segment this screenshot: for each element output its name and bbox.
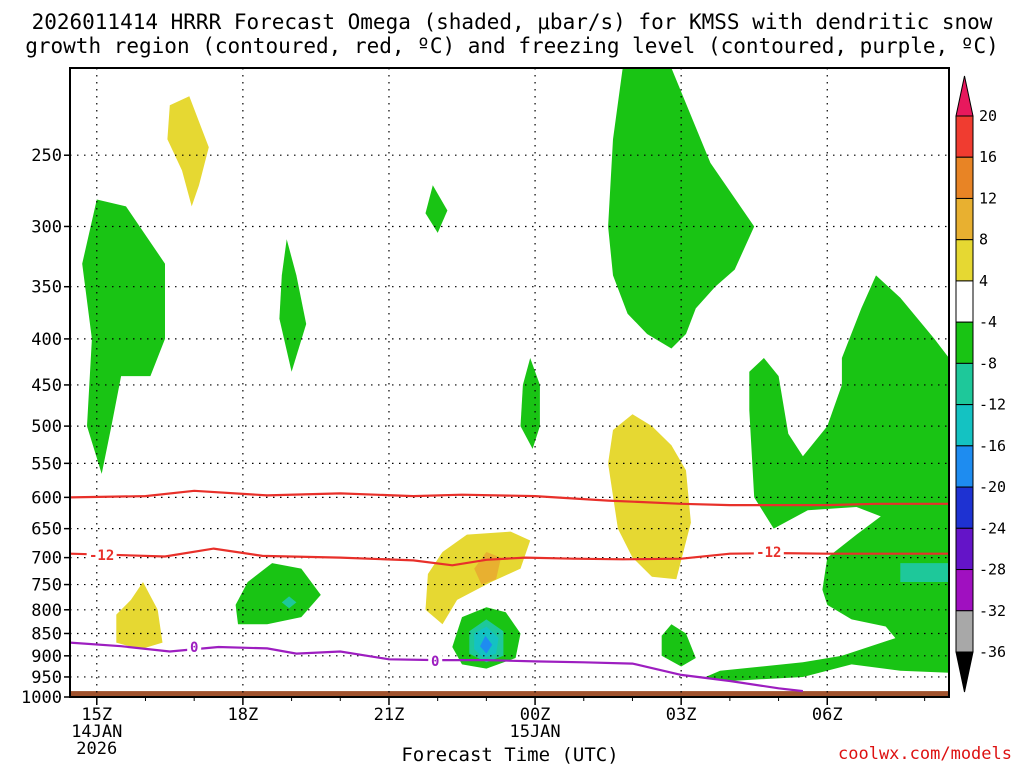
y-tick-label: 600 xyxy=(31,488,62,508)
colorbar-label: -24 xyxy=(979,519,1006,537)
colorbar: 20 16 12 8 4 -4 -8 -12 -16 -20 -24 -28 -32 -36 xyxy=(955,75,1006,693)
contour-label-freezing-level: 0 xyxy=(190,640,198,656)
x-axis-label: Forecast Time (UTC) xyxy=(401,744,619,766)
contour-dgz-minus-10 xyxy=(70,489,949,507)
colorbar-label: 8 xyxy=(979,231,988,249)
shade-green-d xyxy=(520,358,540,449)
shade-green-f xyxy=(705,275,949,681)
contour-label-bg xyxy=(187,639,202,655)
colorbar-box xyxy=(955,404,974,447)
shade-green-c xyxy=(425,185,448,233)
colorbar-box xyxy=(955,115,974,158)
colorbar-bottom-arrow xyxy=(955,651,974,693)
contour-label-dgz-minus-12: -12 xyxy=(756,545,781,561)
shade-teal-g xyxy=(281,596,297,609)
y-tick-label: 250 xyxy=(31,146,62,166)
plot-frame xyxy=(69,67,950,698)
shade-green-g xyxy=(235,563,321,625)
colorbar-label: -12 xyxy=(979,396,1006,414)
x-tick-date: 14JAN xyxy=(71,722,122,742)
x-tick-year: 2026 xyxy=(76,739,117,759)
colorbar-box xyxy=(955,486,974,529)
shade-blue-h xyxy=(480,635,493,654)
y-tick-label: 300 xyxy=(31,217,62,237)
x-tick-label: 00Z xyxy=(520,705,551,725)
credit-text: coolwx.com/models xyxy=(838,744,1012,764)
colorbar-label: -16 xyxy=(979,437,1006,455)
x-tick-label: 06Z xyxy=(812,705,843,725)
colorbar-label: -20 xyxy=(979,478,1006,496)
colorbar-label: -28 xyxy=(979,561,1006,579)
colorbar-label: 16 xyxy=(979,148,997,166)
contour-label-bg xyxy=(428,652,443,668)
colorbar-top-arrow xyxy=(955,75,974,117)
x-tick-date: 15JAN xyxy=(509,722,560,742)
shade-yellow-c xyxy=(425,531,531,625)
colorbar-box xyxy=(955,569,974,612)
omega-shading xyxy=(82,68,949,681)
colorbar-box xyxy=(955,280,974,323)
colorbar-box xyxy=(955,197,974,241)
y-tick-label: 550 xyxy=(31,454,62,474)
shade-yellow-a xyxy=(167,96,209,207)
contour-label-bg xyxy=(753,543,784,559)
colorbar-label: 12 xyxy=(979,189,997,207)
colorbar-box xyxy=(955,239,974,282)
y-tick-label: 500 xyxy=(31,417,62,437)
y-tick-label: 750 xyxy=(31,576,62,596)
contour-dgz-minus-12 xyxy=(70,547,949,567)
colorbar-box xyxy=(955,321,974,364)
ground-surface xyxy=(70,691,949,697)
colorbar-box xyxy=(955,362,974,406)
y-tick-label: 400 xyxy=(31,330,62,350)
x-tick-label: 18Z xyxy=(228,705,259,725)
colorbar-box xyxy=(955,610,974,653)
y-tick-label: 700 xyxy=(31,549,62,569)
colorbar-label: -8 xyxy=(979,354,997,372)
y-tick-label: 1000 xyxy=(21,688,62,708)
x-tick-label: 03Z xyxy=(666,705,697,725)
x-tick-label: 21Z xyxy=(374,705,405,725)
y-tick-label: 800 xyxy=(31,601,62,621)
contour-label-freezing-level: 0 xyxy=(431,654,439,670)
shade-yellow-b xyxy=(608,414,691,580)
colorbar-label: 4 xyxy=(979,272,988,290)
shade-yellow-d xyxy=(116,582,163,650)
contour-label-bg xyxy=(86,546,117,562)
contour-label-dgz-minus-12: -12 xyxy=(89,548,114,564)
y-axis: 250 300 350 400 450 500 550 600 650 700 750 800 850 9… xyxy=(21,146,70,708)
colorbar-box xyxy=(955,527,974,571)
y-tick-label: 450 xyxy=(31,376,62,396)
x-tick-label: 15Z xyxy=(81,705,112,725)
colorbar-box xyxy=(955,445,974,488)
chart-subtitle: growth region (contoured, red, ºC) and f… xyxy=(25,34,999,58)
shade-teal-f xyxy=(900,563,949,582)
y-tick-label: 350 xyxy=(31,278,62,298)
y-tick-label: 950 xyxy=(31,668,62,688)
colorbar-label: -32 xyxy=(979,602,1006,620)
shade-green-a xyxy=(82,199,165,474)
y-tick-label: 900 xyxy=(31,647,62,667)
contours: -12 -12 0 0 xyxy=(70,489,949,693)
shade-green-b xyxy=(279,239,307,372)
colorbar-label: -4 xyxy=(979,313,997,331)
colorbar-box xyxy=(955,156,974,199)
y-tick-label: 850 xyxy=(31,624,62,644)
shade-green-i xyxy=(661,624,696,667)
colorbar-label: -36 xyxy=(979,643,1006,661)
colorbar-label: 20 xyxy=(979,107,997,125)
chart-title: 2026011414 HRRR Forecast Omega (shaded, … xyxy=(31,10,993,34)
y-tick-label: 650 xyxy=(31,520,62,540)
